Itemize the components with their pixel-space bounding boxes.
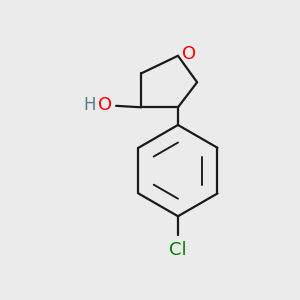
Text: O: O [182, 45, 196, 63]
Text: O: O [98, 96, 112, 114]
Text: Cl: Cl [169, 241, 187, 259]
Text: H: H [84, 96, 96, 114]
